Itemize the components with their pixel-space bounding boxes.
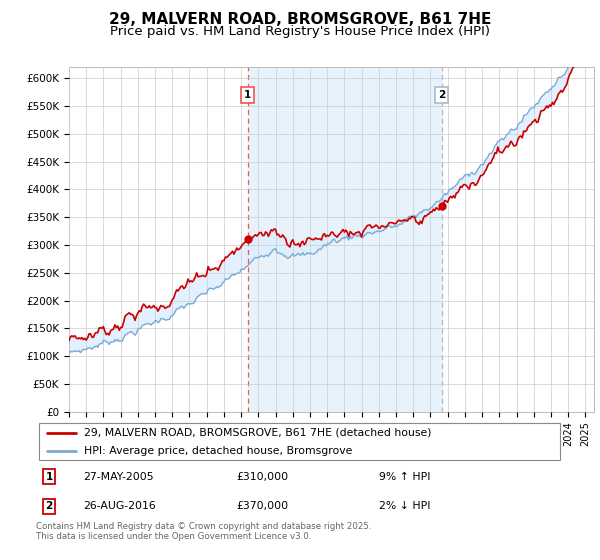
Text: 2% ↓ HPI: 2% ↓ HPI	[379, 501, 431, 511]
Text: £370,000: £370,000	[236, 501, 289, 511]
Text: 2: 2	[46, 501, 53, 511]
Text: 9% ↑ HPI: 9% ↑ HPI	[379, 472, 431, 482]
Text: 29, MALVERN ROAD, BROMSGROVE, B61 7HE: 29, MALVERN ROAD, BROMSGROVE, B61 7HE	[109, 12, 491, 27]
FancyBboxPatch shape	[38, 423, 560, 460]
Text: 1: 1	[46, 472, 53, 482]
Text: Contains HM Land Registry data © Crown copyright and database right 2025.
This d: Contains HM Land Registry data © Crown c…	[36, 522, 371, 542]
Bar	[248, 67, 442, 412]
Text: £310,000: £310,000	[236, 472, 289, 482]
Text: 27-MAY-2005: 27-MAY-2005	[83, 472, 154, 482]
Text: 1: 1	[244, 90, 251, 100]
Text: Price paid vs. HM Land Registry's House Price Index (HPI): Price paid vs. HM Land Registry's House …	[110, 25, 490, 38]
Text: 29, MALVERN ROAD, BROMSGROVE, B61 7HE (detached house): 29, MALVERN ROAD, BROMSGROVE, B61 7HE (d…	[83, 428, 431, 437]
Text: HPI: Average price, detached house, Bromsgrove: HPI: Average price, detached house, Brom…	[83, 446, 352, 456]
Text: 2: 2	[438, 90, 445, 100]
Text: 26-AUG-2016: 26-AUG-2016	[83, 501, 156, 511]
